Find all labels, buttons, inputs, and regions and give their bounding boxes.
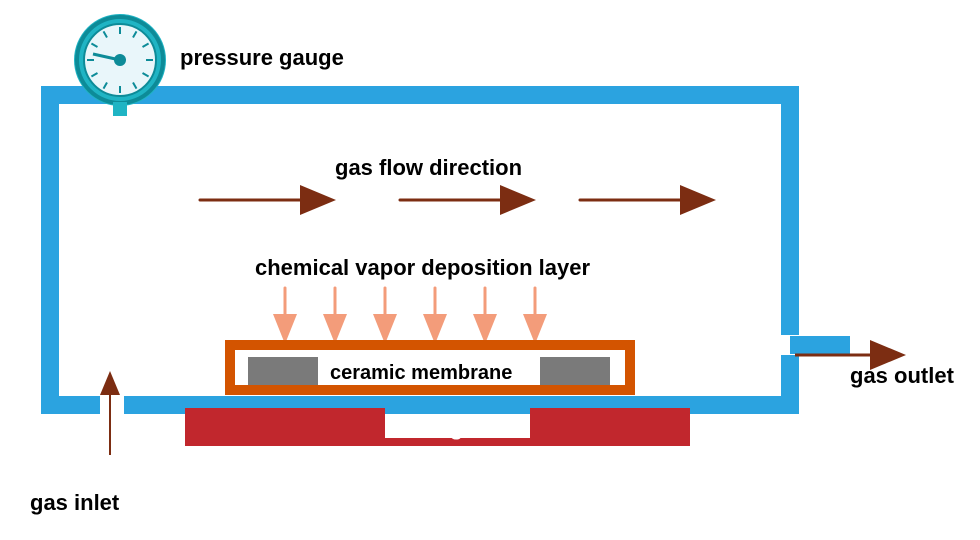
label-gas-outlet: gas outlet xyxy=(850,363,954,389)
label-gas-flow: gas flow direction xyxy=(335,155,522,181)
label-pressure-gauge: pressure gauge xyxy=(180,45,344,71)
label-heating-zone: heating zone xyxy=(385,415,519,441)
label-ceramic-membrane: ceramic membrane xyxy=(330,362,512,385)
label-gas-inlet: gas inlet xyxy=(30,490,119,516)
label-cvd-layer: chemical vapor deposition layer xyxy=(255,255,590,281)
cvd-deposition-arrows xyxy=(285,288,535,338)
